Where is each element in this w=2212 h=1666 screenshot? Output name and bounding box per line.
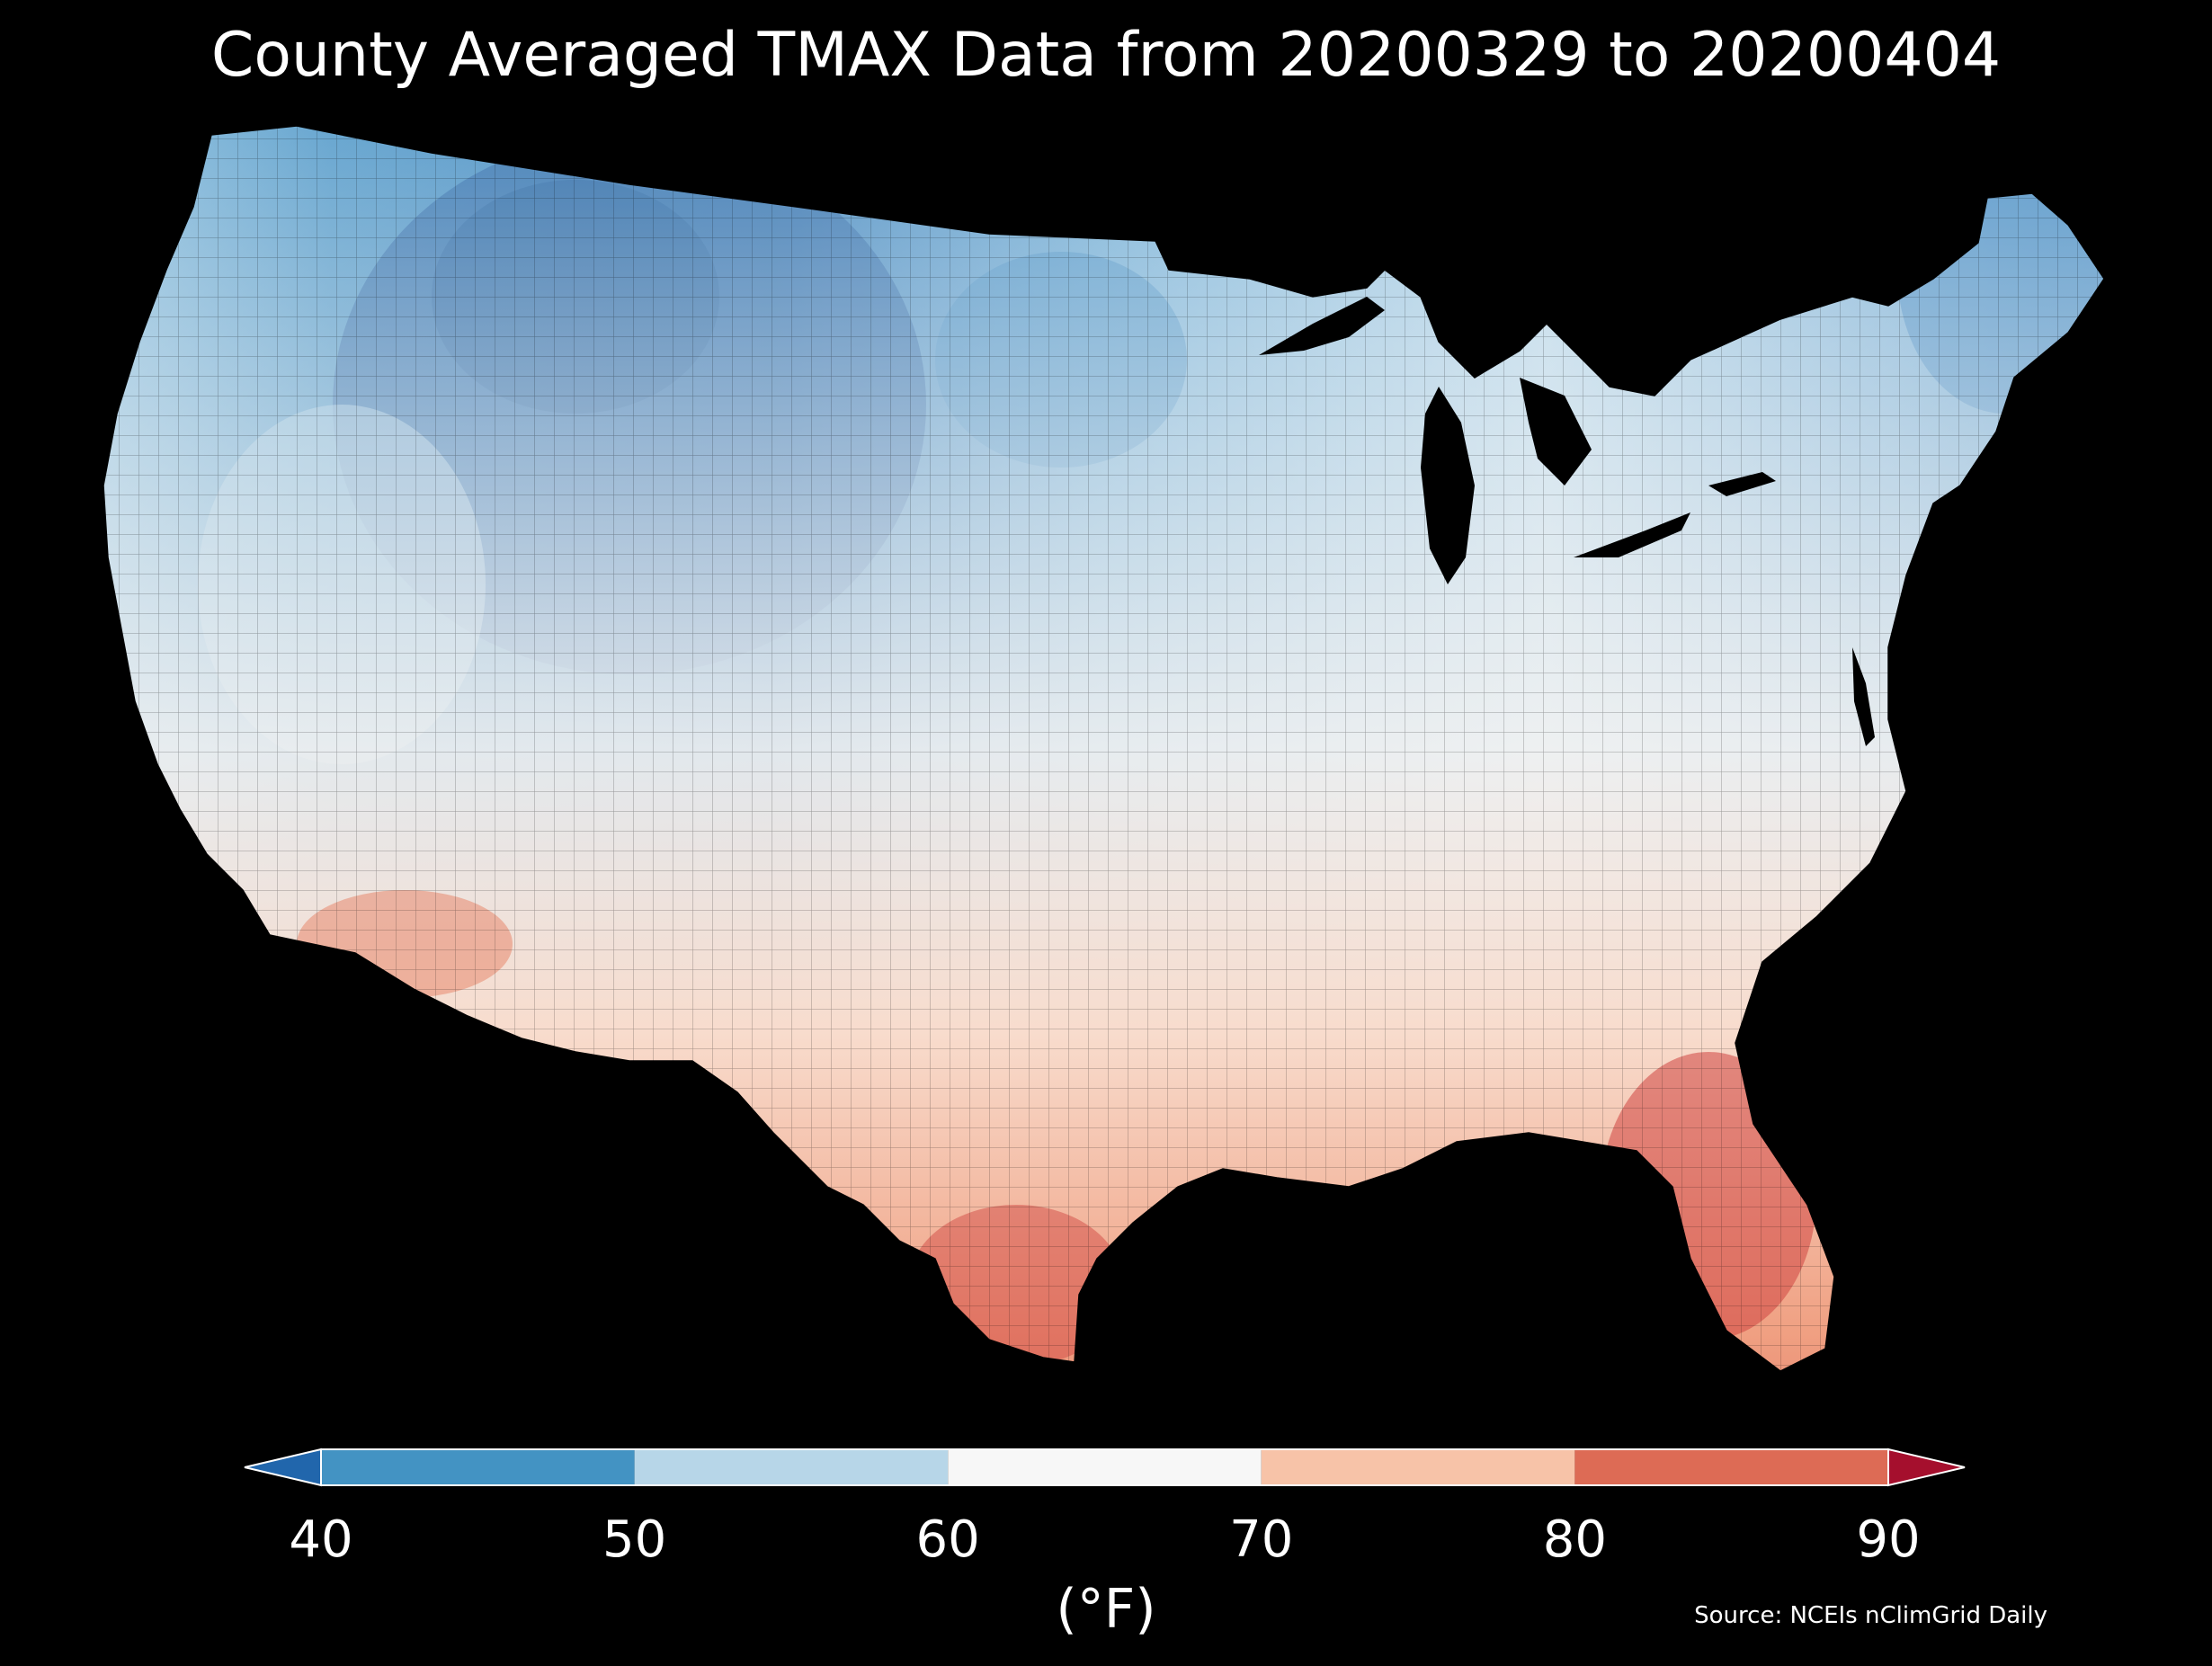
lake-erie xyxy=(1574,512,1690,557)
chesapeake-bay xyxy=(1852,647,1875,746)
lake-huron xyxy=(1520,378,1592,486)
lake-ontario xyxy=(1708,472,1776,496)
colorbar-label: (°F) xyxy=(1056,1578,1156,1641)
colorbar-tick-label: 70 xyxy=(1229,1510,1294,1569)
colorbar-extend-high xyxy=(1887,1448,1966,1487)
colorbar-segment-60-70 xyxy=(948,1449,1262,1485)
colorbar-tick-label: 40 xyxy=(289,1510,353,1569)
colorbar-tick-label: 60 xyxy=(915,1510,980,1569)
lake-michigan xyxy=(1421,387,1475,584)
colorbar-tick-label: 80 xyxy=(1542,1510,1608,1569)
colorbar-extend-low xyxy=(244,1448,322,1487)
colorbar-outline xyxy=(320,1448,1889,1486)
colorbar-segment-50-60 xyxy=(634,1449,949,1485)
source-note: Source: NCEIs nClimGrid Daily xyxy=(1694,1602,2047,1629)
chart-title: County Averaged TMAX Data from 20200329 … xyxy=(210,20,2002,91)
colorbar-tick-label: 50 xyxy=(602,1510,667,1569)
colorbar-tick-label: 90 xyxy=(1856,1510,1921,1569)
colorbar-segment-40-50 xyxy=(321,1449,635,1485)
colorbar-segment-70-80 xyxy=(1261,1449,1575,1485)
colorbar-segment-80-90 xyxy=(1574,1449,1888,1485)
lake-superior xyxy=(1259,297,1385,355)
